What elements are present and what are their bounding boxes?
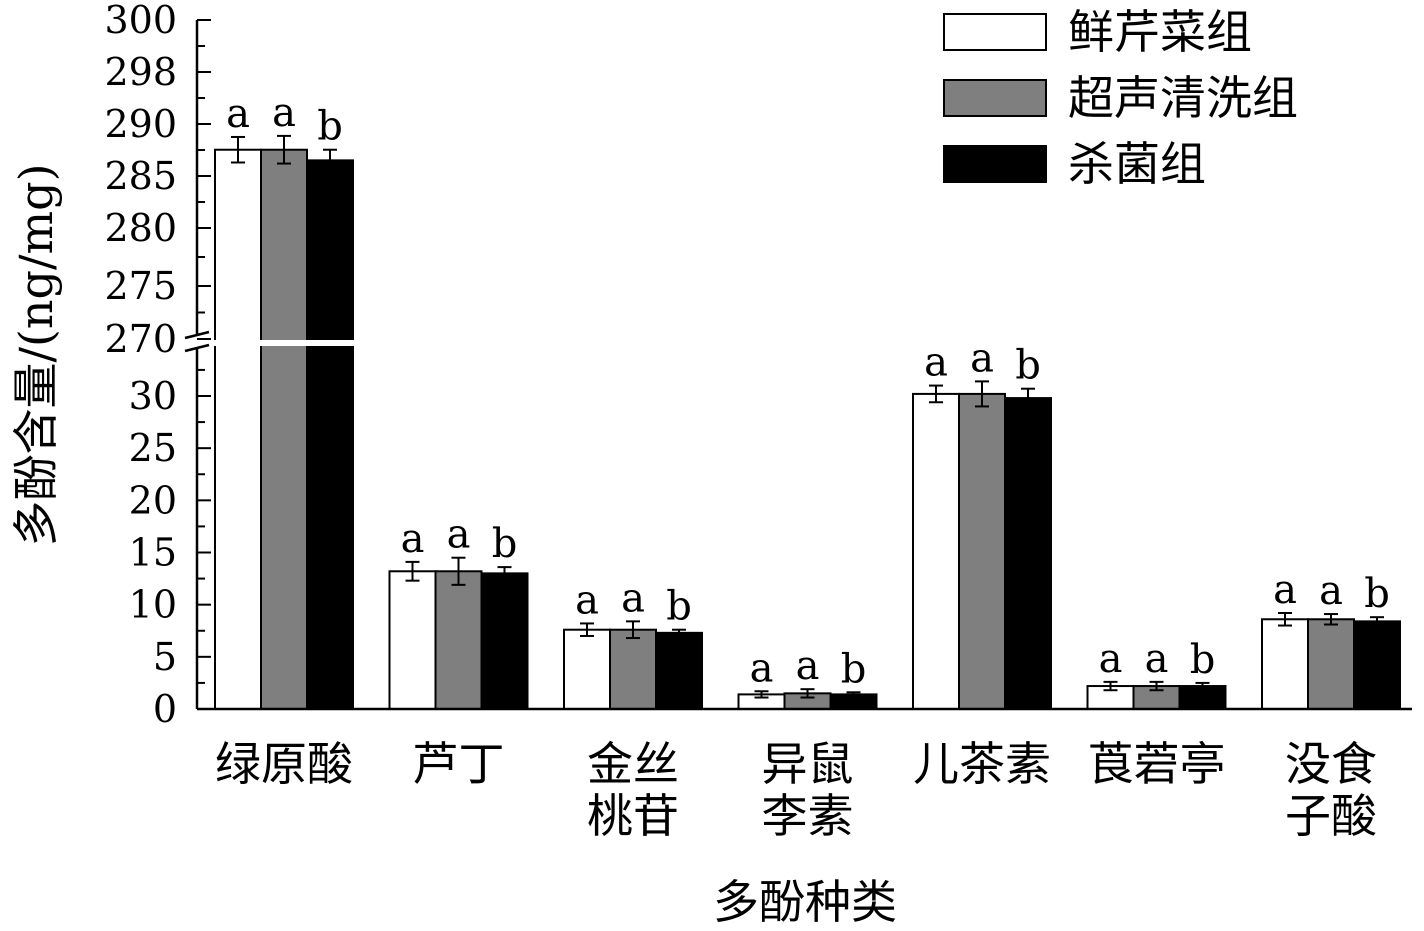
- bar: [260, 148, 308, 710]
- bar: [306, 159, 354, 711]
- legend-label: 超声清洗组: [1068, 71, 1298, 125]
- axes: 270 275 280 285 290 298 300 0 5 10 15 20 25 30: [104, 0, 1412, 731]
- significance-letter: b: [492, 521, 518, 567]
- significance-letter: a: [1319, 568, 1343, 614]
- axis-break-mark: [184, 330, 210, 340]
- x-tick-label: 没食: [1285, 737, 1377, 791]
- bar: [1004, 397, 1052, 710]
- significance-letter: a: [1273, 567, 1297, 613]
- significance-letter: a: [272, 90, 296, 136]
- y-tick-label: 275: [104, 264, 177, 308]
- y-tick-label: 270: [104, 317, 177, 361]
- x-tick-label: 李素: [762, 789, 854, 843]
- significance-letter: a: [796, 643, 820, 689]
- bar: [563, 628, 611, 710]
- bar: [1261, 618, 1309, 710]
- bar: [912, 392, 960, 710]
- significance-letter: a: [924, 340, 948, 386]
- significance-letter: b: [1364, 571, 1390, 617]
- legend-swatch: [943, 79, 1047, 117]
- bar: [214, 148, 262, 710]
- y-tick-label: 25: [129, 426, 177, 470]
- y-tick-label: 285: [104, 154, 177, 198]
- significance-letter: a: [970, 335, 994, 381]
- y-axis-title: 多酚含量/(ng/mg): [9, 163, 63, 546]
- x-tick-label: 子酸: [1285, 789, 1377, 843]
- significance-letter: b: [666, 584, 692, 630]
- axis-break-mark: [184, 343, 210, 353]
- x-tick-label: 异鼠: [762, 737, 854, 791]
- y-tick-label: 20: [129, 478, 177, 522]
- y-tick-label: 10: [129, 583, 177, 627]
- legend-swatch: [943, 13, 1047, 51]
- y-tick-label: 5: [153, 635, 177, 679]
- significance-letter: a: [575, 577, 599, 623]
- y-tick-label: 15: [129, 531, 177, 575]
- bar: [1307, 618, 1355, 710]
- significance-letter: a: [750, 645, 774, 691]
- y-tick-label: 280: [104, 206, 177, 250]
- x-tick-label: 金丝: [587, 737, 679, 791]
- bar: [388, 570, 437, 711]
- significance-letter: a: [621, 575, 645, 621]
- bar: [958, 392, 1006, 710]
- significance-letter: a: [401, 516, 425, 562]
- legend-label: 杀菌组: [1068, 137, 1206, 191]
- bar: [1353, 620, 1401, 710]
- x-tick-label: 莨菪亭: [1088, 737, 1226, 791]
- x-axis-title: 多酚种类: [713, 875, 897, 929]
- significance-letter: b: [1015, 343, 1041, 389]
- significance-letter: a: [226, 91, 250, 137]
- y-tick-label: 300: [104, 0, 177, 42]
- significance-letter: a: [1099, 636, 1123, 682]
- bar: [609, 628, 657, 710]
- significance-letter: a: [447, 512, 471, 558]
- bar: [434, 570, 483, 711]
- x-tick-label: 儿茶素: [913, 737, 1051, 791]
- y-tick-label: 298: [104, 50, 177, 94]
- x-tick-label: 绿原酸: [215, 737, 353, 791]
- bar: [655, 631, 703, 710]
- significance-letter: b: [1190, 637, 1216, 683]
- significance-letter: b: [841, 646, 867, 692]
- axis-break-gap: [183, 340, 358, 346]
- significance-letter: a: [1145, 636, 1169, 682]
- legend-label: 鲜芹菜组: [1068, 5, 1252, 59]
- x-tick-label: 芦丁: [413, 737, 505, 791]
- y-tick-label: 290: [104, 102, 177, 146]
- x-tick-label: 桃苷: [587, 789, 679, 843]
- significance-letter: b: [317, 104, 343, 150]
- legend-swatch: [943, 145, 1047, 183]
- bar: [480, 572, 529, 710]
- y-tick-label: 30: [129, 374, 177, 418]
- y-tick-label: 0: [153, 687, 177, 731]
